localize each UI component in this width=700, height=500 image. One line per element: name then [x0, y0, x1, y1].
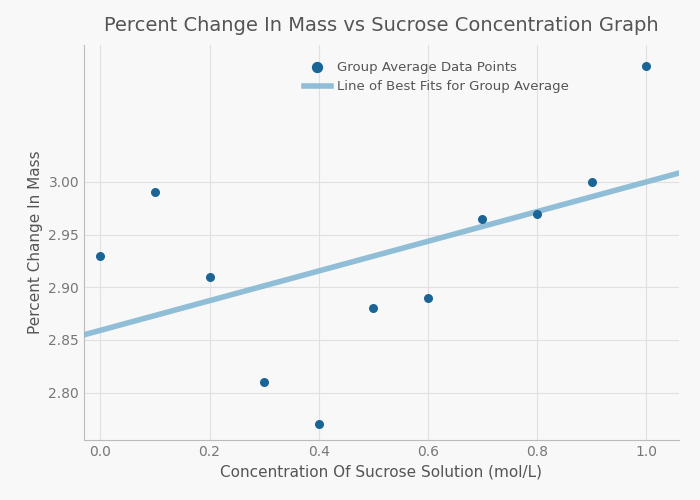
Line of Best Fits for Group Average — [432, 236, 440, 242]
Group Average Data Points — [258, 378, 270, 386]
Group Average Data Points — [531, 210, 542, 218]
Group Average Data Points — [586, 178, 597, 186]
Group Average Data Points — [94, 252, 106, 260]
Line of Best Fits for Group Average — [82, 332, 90, 338]
Line of Best Fits for Group Average — [444, 233, 452, 239]
Group Average Data Points — [368, 304, 379, 312]
Y-axis label: Percent Change In Mass: Percent Change In Mass — [28, 150, 43, 334]
Group Average Data Points — [149, 188, 160, 196]
Title: Percent Change In Mass vs Sucrose Concentration Graph: Percent Change In Mass vs Sucrose Concen… — [104, 16, 659, 35]
Line: Line of Best Fits for Group Average: Line of Best Fits for Group Average — [84, 173, 679, 335]
Group Average Data Points — [422, 294, 433, 302]
Line of Best Fits for Group Average — [581, 196, 589, 202]
Group Average Data Points — [477, 215, 488, 223]
Legend: Group Average Data Points, Line of Best Fits for Group Average: Group Average Data Points, Line of Best … — [299, 56, 574, 98]
Group Average Data Points — [204, 272, 215, 280]
Line of Best Fits for Group Average — [675, 170, 683, 176]
Group Average Data Points — [640, 62, 652, 70]
X-axis label: Concentration Of Sucrose Solution (mol/L): Concentration Of Sucrose Solution (mol/L… — [220, 464, 542, 479]
Line of Best Fits for Group Average — [80, 332, 88, 338]
Group Average Data Points — [313, 420, 324, 428]
Line of Best Fits for Group Average — [619, 185, 627, 191]
Line of Best Fits for Group Average — [434, 236, 442, 242]
